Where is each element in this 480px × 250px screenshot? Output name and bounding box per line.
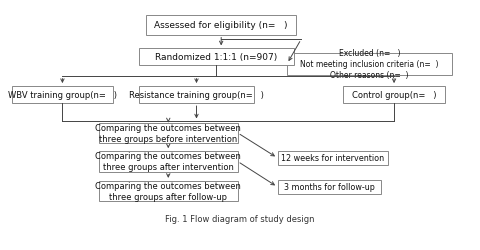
Text: 3 months for follow-up: 3 months for follow-up	[284, 183, 375, 192]
Text: Comparing the outcomes between
three groups after intervention: Comparing the outcomes between three gro…	[96, 152, 241, 172]
FancyBboxPatch shape	[146, 16, 297, 36]
Text: Resistance training group(n=   ): Resistance training group(n= )	[129, 91, 264, 100]
Text: Comparing the outcomes between
three groups before intervention: Comparing the outcomes between three gro…	[96, 123, 241, 143]
FancyBboxPatch shape	[99, 123, 238, 144]
FancyBboxPatch shape	[12, 87, 113, 104]
Text: Excluded (n=   )
Not meeting inclusion criteria (n=  )
Other reasons (n=  ): Excluded (n= ) Not meeting inclusion cri…	[300, 49, 439, 80]
Text: Comparing the outcomes between
three groups after follow-up: Comparing the outcomes between three gro…	[96, 181, 241, 201]
Text: 12 weeks for intervention: 12 weeks for intervention	[281, 154, 384, 163]
FancyBboxPatch shape	[139, 87, 254, 104]
Text: Control group(n=   ): Control group(n= )	[352, 91, 436, 100]
Text: Randomized 1:1:1 (n=907): Randomized 1:1:1 (n=907)	[156, 53, 277, 62]
Text: Assessed for eligibility (n=   ): Assessed for eligibility (n= )	[155, 21, 288, 30]
FancyBboxPatch shape	[287, 54, 452, 75]
FancyBboxPatch shape	[277, 180, 381, 194]
Text: WBV training group(n=   ): WBV training group(n= )	[8, 91, 117, 100]
FancyBboxPatch shape	[139, 49, 294, 66]
FancyBboxPatch shape	[99, 181, 238, 202]
FancyBboxPatch shape	[277, 152, 388, 165]
Text: Fig. 1 Flow diagram of study design: Fig. 1 Flow diagram of study design	[165, 214, 315, 223]
FancyBboxPatch shape	[344, 87, 444, 104]
FancyBboxPatch shape	[99, 152, 238, 172]
